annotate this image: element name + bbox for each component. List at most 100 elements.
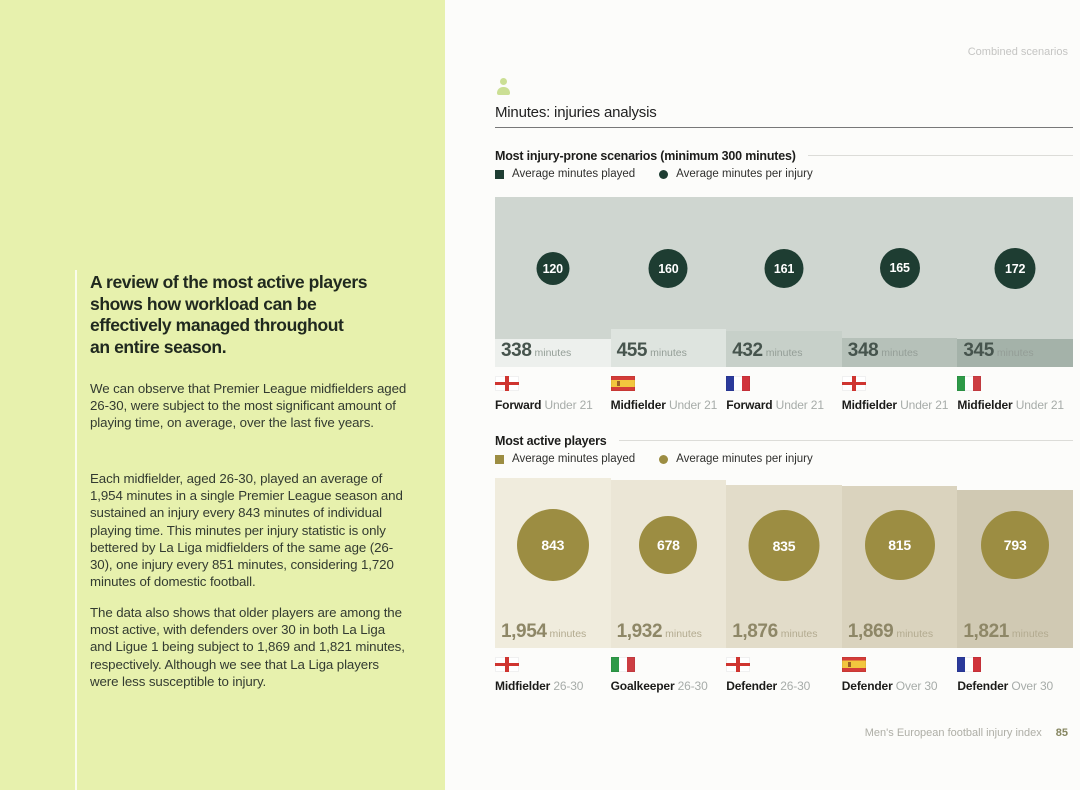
page-footer: Men's European football injury index 85: [865, 727, 1068, 739]
category-cell: Forward Under 21: [495, 376, 611, 412]
per-injury-circle: 165: [879, 248, 920, 288]
corner-label: Combined scenarios: [967, 46, 1068, 58]
legend-label: Average minutes played: [512, 453, 636, 465]
minutes-bar: [841, 338, 958, 367]
spain-flag-icon: [841, 657, 866, 672]
england-flag-icon: [841, 376, 866, 391]
report-content: Combined scenarios Minutes: injuries ana…: [495, 0, 1073, 790]
minutes-value: 1,869 minutes: [847, 621, 934, 642]
per-injury-circle: 161: [764, 249, 804, 288]
per-injury-circle: 793: [981, 511, 1050, 579]
category-cell: Midfielder Under 21: [610, 376, 727, 412]
italy-flag-icon: [957, 376, 982, 391]
minutes-bar: [495, 339, 611, 367]
minutes-value: 455 minutes: [616, 340, 687, 361]
chart-plot: 120 338 minutes 160 455 minutes 161 432 min…: [495, 197, 1073, 367]
page-number: 85: [1055, 727, 1068, 739]
per-injury-circle: 160: [648, 249, 688, 288]
chart-title-rule: [807, 155, 1073, 156]
chart-column: 815 1,869 minutes: [841, 478, 958, 648]
minutes-value: 1,932 minutes: [616, 621, 702, 642]
chart-most-active: Most active players Average minutes play…: [495, 434, 1073, 693]
category-cell: Defender Over 30: [957, 657, 1073, 693]
category-cell: Forward Under 21: [726, 376, 842, 412]
spain-flag-icon: [610, 376, 635, 391]
legend-label: Average minutes played: [512, 168, 636, 180]
legend-dot-icon: [659, 454, 669, 464]
per-injury-circle: 815: [864, 510, 935, 580]
per-injury-circle: 835: [748, 510, 820, 581]
sidebar-accent-line: [75, 270, 77, 790]
sidebar-heading: A review of the most active players show…: [90, 272, 368, 358]
heading-line: shows how workload can be: [90, 293, 317, 314]
legend-label: Average minutes per injury: [676, 168, 813, 180]
legend-dot-icon: [659, 169, 669, 179]
legend-item: Average minutes per injury: [659, 453, 813, 465]
england-flag-icon: [495, 376, 519, 391]
category-cell: Midfielder Under 21: [957, 376, 1073, 412]
per-injury-circle: 172: [994, 248, 1036, 289]
chart-column: 172 345 minutes: [957, 197, 1073, 367]
category-label: Defender Over 30: [957, 679, 1054, 693]
chart-column: 835 1,876 minutes: [726, 478, 842, 648]
category-label: Forward Under 21: [726, 398, 824, 412]
minutes-value: 338 minutes: [501, 340, 572, 361]
category-cell: Midfielder Under 21: [841, 376, 958, 412]
chart-column: 120 338 minutes: [495, 197, 611, 367]
legend-item: Average minutes played: [495, 453, 635, 465]
minutes-value: 432 minutes: [732, 340, 803, 361]
legend-square-icon: [495, 454, 504, 464]
england-flag-icon: [495, 657, 519, 672]
minutes-value: 1,876 minutes: [732, 621, 818, 642]
category-label: Midfielder 26-30: [495, 679, 584, 693]
sidebar-paragraph: The data also shows that older players a…: [90, 605, 405, 689]
minutes-value: 345 minutes: [963, 340, 1034, 361]
chart-legend: Average minutes played Average minutes p…: [495, 168, 1073, 180]
italy-flag-icon: [610, 657, 635, 672]
sidebar-paragraph: We can observe that Premier League midfi…: [90, 381, 407, 431]
per-injury-circle: 843: [516, 509, 589, 581]
person-icon: [496, 78, 512, 95]
chart-plot: 843 1,954 minutes 678 1,932 minutes 835 1,…: [495, 478, 1073, 648]
legend-item: Average minutes played: [495, 168, 635, 180]
legend-square-icon: [495, 169, 504, 179]
minutes-value: 1,954 minutes: [501, 621, 587, 642]
heading-line: A review of the most active players: [90, 272, 368, 292]
chart-legend: Average minutes played Average minutes p…: [495, 453, 1073, 465]
category-cell: Defender Over 30: [841, 657, 958, 693]
england-flag-icon: [726, 657, 751, 672]
minutes-bar: [726, 331, 842, 367]
chart-column: 793 1,821 minutes: [957, 478, 1073, 648]
category-label: Midfielder Under 21: [841, 398, 949, 412]
category-cell: Defender 26-30: [726, 657, 842, 693]
heading-line: an entire season.: [90, 336, 227, 357]
category-label: Forward Under 21: [495, 398, 593, 412]
chart-title: Most injury-prone scenarios (minimum 300…: [495, 148, 796, 163]
footer-label: Men's European football injury index: [864, 727, 1042, 739]
heading-line: effectively managed throughout: [90, 315, 344, 335]
category-cell: Goalkeeper 26-30: [610, 657, 727, 693]
section-rule: [495, 127, 1073, 128]
per-injury-circle: 120: [536, 252, 570, 285]
category-cell: Midfielder 26-30: [495, 657, 611, 693]
section-title: Minutes: injuries analysis: [495, 104, 657, 121]
category-label: Goalkeeper 26-30: [610, 679, 708, 693]
sidebar-panel: A review of the most active players show…: [0, 0, 445, 790]
chart-header: Most injury-prone scenarios (minimum 300…: [495, 148, 1073, 163]
chart-header: Most active players: [495, 434, 1073, 448]
chart-category-row: Forward Under 21 Midfielder Under 21 For…: [495, 376, 1073, 412]
category-label: Midfielder Under 21: [610, 398, 718, 412]
chart-column: 160 455 minutes: [610, 197, 727, 367]
legend-item: Average minutes per injury: [659, 168, 813, 180]
legend-label: Average minutes per injury: [676, 453, 813, 465]
chart-category-row: Midfielder 26-30 Goalkeeper 26-30 Defend…: [495, 657, 1073, 693]
chart-column: 161 432 minutes: [726, 197, 842, 367]
chart-column: 678 1,932 minutes: [610, 478, 727, 648]
minutes-value: 1,821 minutes: [963, 621, 1049, 642]
minutes-bar: [957, 339, 1073, 367]
per-injury-circle: 678: [639, 516, 698, 574]
minutes-value: 348 minutes: [847, 340, 919, 361]
chart-injury-prone: Most injury-prone scenarios (minimum 300…: [495, 149, 1073, 412]
france-flag-icon: [957, 657, 982, 672]
